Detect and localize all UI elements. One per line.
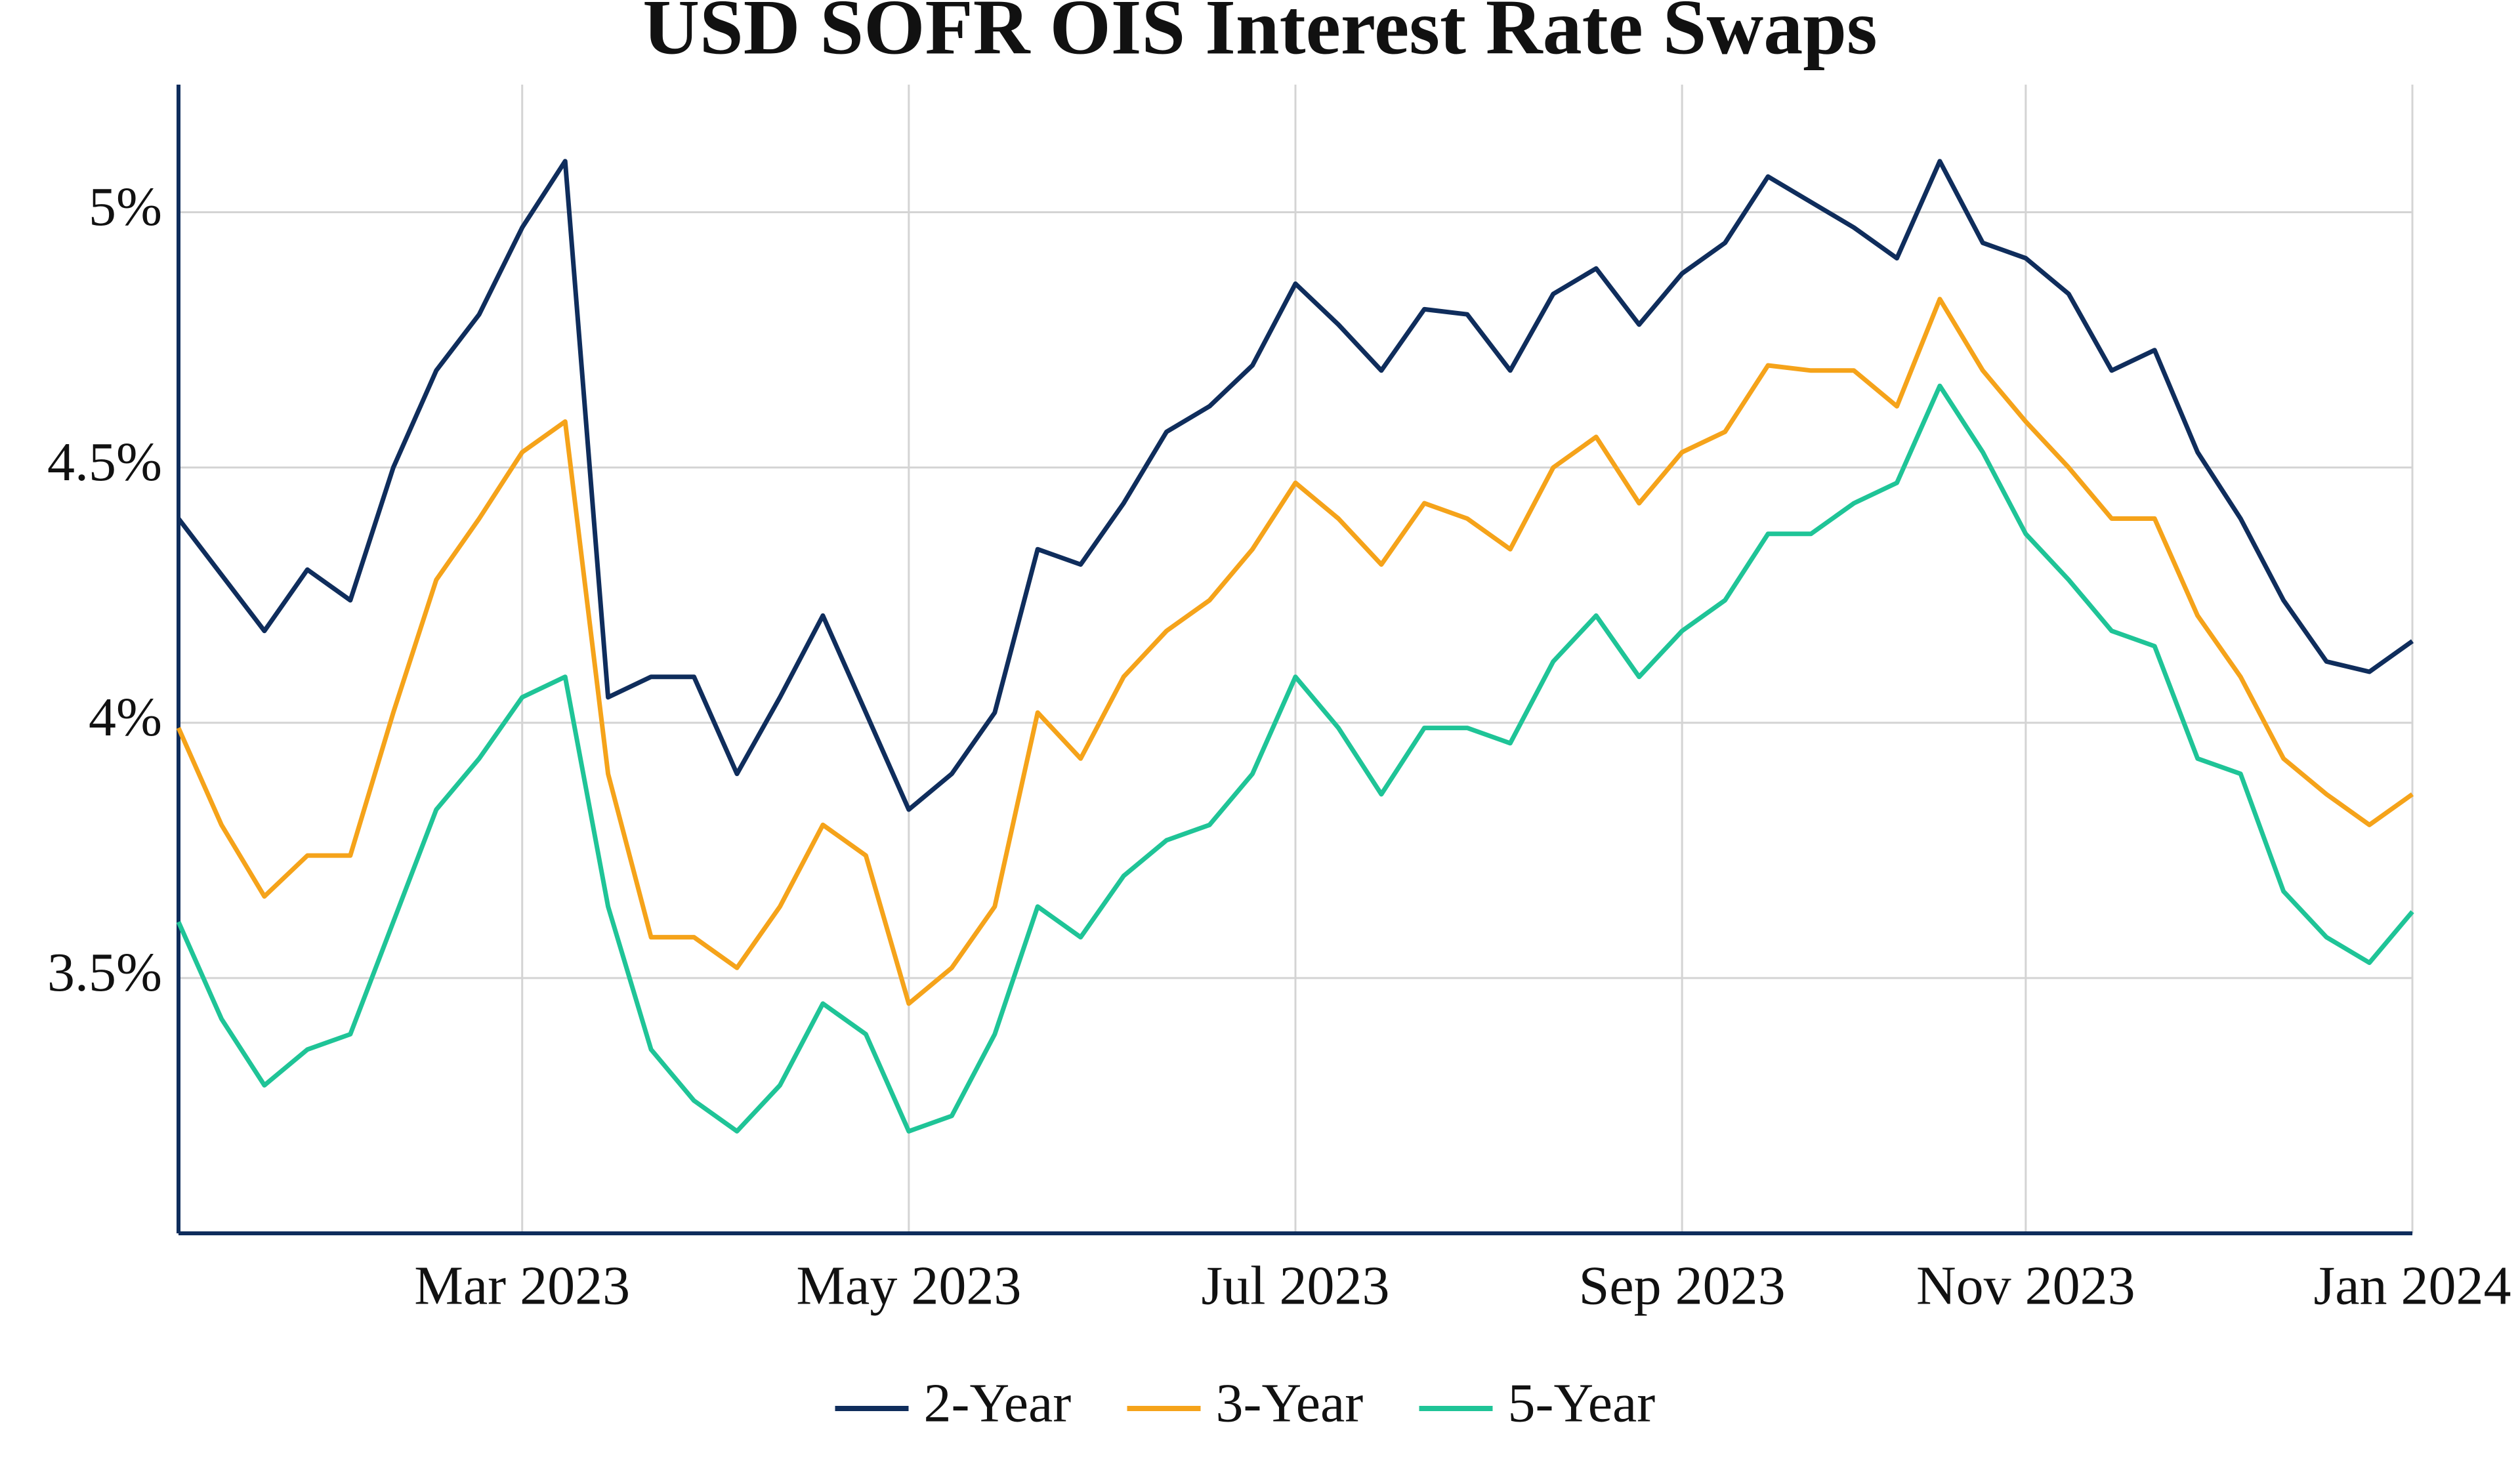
legend-label: 3-Year	[1216, 1372, 1364, 1433]
series-line	[176, 297, 2414, 1006]
chart-title: USD SOFR OIS Interest Rate Swaps	[642, 0, 1877, 71]
y-tick-label: 3.5%	[47, 942, 162, 1003]
x-tick-label: Mar 2023	[414, 1255, 630, 1316]
legend-label: 2-Year	[924, 1372, 1072, 1433]
x-tick-label: Sep 2023	[1579, 1255, 1786, 1316]
x-tick-label: Jul 2023	[1201, 1255, 1389, 1316]
y-tick-label: 4%	[89, 687, 162, 748]
y-tick-label: 4.5%	[47, 432, 162, 493]
x-tick-label: Jan 2024	[2314, 1255, 2511, 1316]
x-tick-label: May 2023	[796, 1255, 1021, 1316]
series-line	[176, 383, 2414, 1134]
x-tick-label: Nov 2023	[1916, 1255, 2135, 1316]
y-tick-label: 5%	[89, 176, 162, 237]
series-line	[177, 159, 2414, 812]
legend-label: 5-Year	[1508, 1372, 1656, 1433]
